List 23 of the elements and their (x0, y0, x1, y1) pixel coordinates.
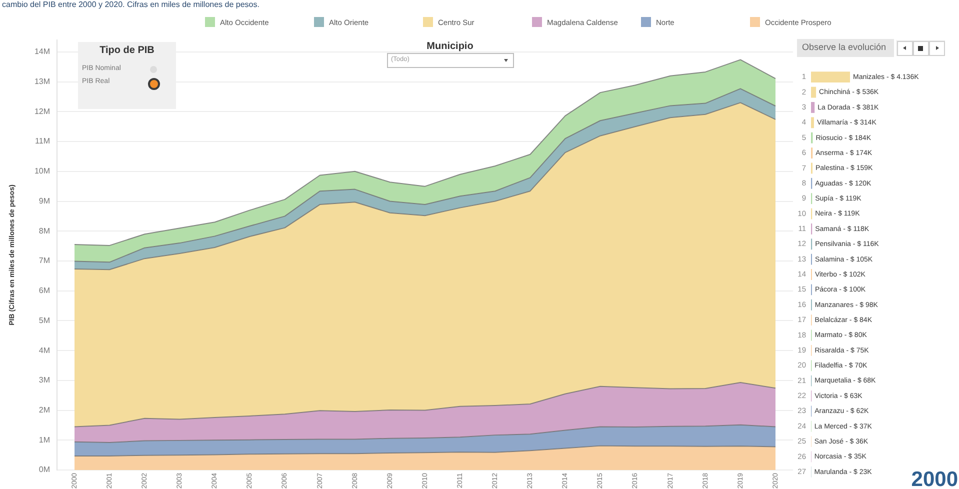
annotation: Tipo de PIB (98, 45, 156, 56)
y-tick-label: 11M (35, 136, 50, 146)
y-tick-label: 7M (38, 256, 50, 266)
y-tick-label: 14M (34, 47, 50, 56)
bar (811, 72, 850, 83)
y-tick-label: 6M (38, 286, 50, 296)
y-tick-label: 5M (38, 316, 50, 325)
bar (811, 102, 815, 113)
y-tick-label: 4M (38, 346, 50, 355)
y-tick-label: 0M (38, 465, 50, 474)
chart-title: Observe la evolución (802, 42, 886, 52)
annotation: Municipio (426, 41, 474, 52)
y-tick-label: 2M (38, 405, 50, 414)
bar (811, 86, 816, 98)
y-tick-label: 3M (38, 376, 50, 385)
y-tick-label: 1M (38, 435, 50, 444)
y-tick-label: 10M (34, 166, 50, 176)
y-tick-label: 12M (34, 106, 50, 116)
chart-title: cambio del PIB entre 2000 y 2020. Cifras en miles de millones de pesos. (2, 0, 260, 9)
bar (811, 117, 814, 128)
y-tick-label: 9M (38, 196, 50, 206)
y-tick-label: 13M (34, 77, 50, 86)
y-tick-label: 8M (38, 226, 50, 236)
